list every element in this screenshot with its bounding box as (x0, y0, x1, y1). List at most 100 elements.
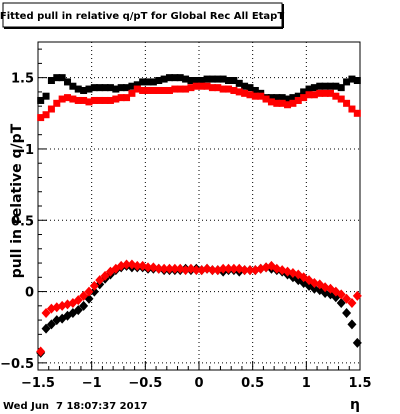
data-point (155, 77, 163, 85)
data-point (336, 297, 346, 308)
data-point (251, 86, 259, 94)
data-point (332, 82, 340, 90)
data-point (128, 82, 136, 90)
data-point (144, 86, 152, 94)
data-point (159, 263, 169, 274)
data-point (187, 84, 195, 92)
data-point (267, 94, 275, 102)
data-point (294, 96, 302, 104)
data-point (235, 79, 243, 87)
data-point (171, 85, 179, 93)
data-point (343, 78, 351, 86)
data-point (289, 94, 297, 102)
data-point (58, 95, 66, 103)
data-point (219, 75, 227, 83)
data-point (90, 96, 98, 104)
data-point (112, 85, 120, 93)
data-point (229, 263, 239, 274)
data-point (123, 84, 131, 92)
data-point (80, 96, 88, 104)
data-point (218, 263, 228, 274)
data-point (74, 85, 82, 93)
data-point (176, 74, 184, 82)
data-point (133, 81, 141, 89)
data-point (251, 92, 259, 100)
data-point (122, 259, 132, 270)
data-point (348, 75, 356, 83)
data-point (245, 265, 255, 276)
x-tick-label: 1 (302, 376, 311, 391)
data-point (214, 84, 222, 92)
y-tick-label: 0 (25, 286, 34, 301)
chart-title: Fitted pull in relative q/pT for Global … (0, 11, 284, 22)
data-point (46, 319, 56, 330)
x-tick-label: −1.5 (21, 376, 55, 391)
data-point (191, 265, 201, 276)
data-point (101, 96, 109, 104)
data-point (128, 89, 136, 97)
data-point (64, 94, 72, 102)
data-point (337, 84, 345, 92)
data-point (273, 94, 281, 102)
title-box: Fitted pull in relative q/pT for Global … (0, 2, 284, 29)
data-point (342, 293, 352, 304)
y-tick-label: 1 (25, 143, 34, 158)
data-point (165, 86, 173, 94)
data-point (132, 260, 142, 271)
data-point (47, 77, 55, 85)
data-point (69, 95, 77, 103)
data-point (300, 88, 308, 96)
data-point (42, 92, 50, 100)
data-point (139, 78, 147, 86)
data-point (53, 99, 61, 107)
axes: −1.5 −1 −0.5 0 0.5 1 1.5 −0.5 0 0.5 1 1.5 (0, 48, 372, 391)
data-point (284, 101, 292, 109)
data-point (73, 305, 83, 316)
data-point (41, 307, 51, 318)
data-point (208, 84, 216, 92)
data-point (95, 275, 105, 286)
data-point (257, 92, 265, 100)
data-point (294, 92, 302, 100)
series-1 (37, 82, 361, 122)
data-point (139, 86, 147, 94)
data-point (230, 77, 238, 85)
data-point (123, 94, 131, 102)
data-point (192, 77, 200, 85)
x-tick-label: 0.5 (241, 376, 264, 391)
data-point (154, 263, 164, 274)
data-point (347, 297, 357, 308)
data-point (337, 95, 345, 103)
data-point (203, 75, 211, 83)
data-point (332, 92, 340, 100)
data-point (241, 82, 249, 90)
data-point (89, 286, 99, 297)
data-point (117, 84, 125, 92)
data-point (85, 85, 93, 93)
data-point (37, 96, 45, 104)
data-point (240, 265, 250, 276)
data-point (90, 84, 98, 92)
x-axis-title: η (350, 397, 360, 413)
data-point (58, 74, 66, 82)
data-point (144, 78, 152, 86)
x-tick-label: −1 (82, 376, 102, 391)
data-point (342, 307, 352, 318)
y-axis-title: pull in relative q/pT (9, 123, 25, 278)
data-point (69, 82, 77, 90)
data-point (160, 75, 168, 83)
data-point (106, 84, 114, 92)
y-tick-label: −0.5 (0, 357, 34, 372)
data-point (289, 99, 297, 107)
data-point (170, 263, 180, 274)
y-tick-label: 0.5 (11, 214, 34, 229)
data-point (353, 109, 361, 117)
data-point (326, 89, 334, 97)
data-point (300, 94, 308, 102)
data-point (149, 78, 157, 86)
data-point (310, 91, 318, 99)
data-point (36, 346, 46, 357)
data-point (171, 74, 179, 82)
data-point (79, 290, 89, 301)
data-point (160, 86, 168, 94)
